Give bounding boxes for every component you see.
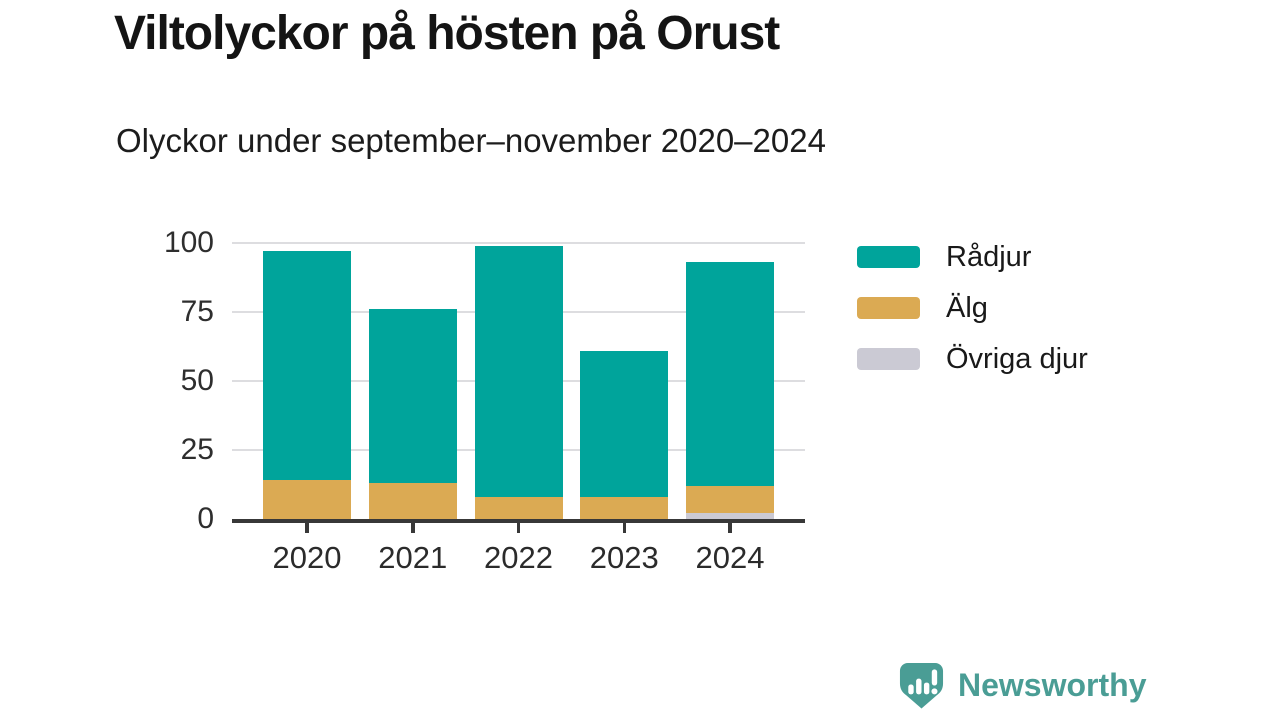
gridline-100 [232, 242, 805, 244]
bar-segment [368, 309, 457, 484]
bar-segment [686, 513, 774, 519]
bar-segment [580, 496, 669, 519]
x-tick [728, 523, 732, 533]
newsworthy-logo-icon [899, 662, 944, 709]
legend-label: Älg [946, 291, 988, 324]
x-tick-label: 2021 [378, 540, 448, 575]
bar-segment [686, 262, 774, 486]
bar-2023 [580, 350, 669, 519]
bar-segment [474, 245, 563, 497]
x-tick [622, 523, 626, 533]
bar-2020 [263, 251, 351, 519]
legend-item: Älg [857, 292, 1088, 324]
x-tick-label: 2020 [272, 540, 342, 575]
x-tick [516, 523, 521, 533]
x-tick [305, 523, 309, 533]
y-tick-label: 25 [180, 433, 214, 466]
legend-item: Rådjur [857, 241, 1088, 273]
bar-segment [263, 480, 351, 519]
plot-area: 2020 2021 2022 2023 2024 [232, 242, 805, 575]
legend: Rådjur Älg Övriga djur [857, 241, 1088, 399]
y-tick-label: 75 [180, 295, 214, 328]
newsworthy-logo-link[interactable]: Newsworthy [898, 661, 1146, 710]
legend-swatch [857, 246, 920, 268]
x-tick-label: 2022 [484, 540, 553, 575]
legend-label: Rådjur [946, 240, 1032, 273]
bar-segment [580, 350, 669, 497]
bar-segment [686, 485, 774, 514]
x-tick-label: 2024 [695, 540, 765, 575]
y-tick-label: 100 [163, 226, 214, 259]
x-tick [411, 523, 415, 533]
bar-2021 [368, 309, 457, 519]
legend-item: Övriga djur [857, 343, 1088, 375]
chart-title: Viltolyckor på hösten på Orust [114, 7, 780, 60]
bar-2022 [474, 245, 563, 519]
bar-2024 [686, 262, 774, 519]
bar-segment [368, 483, 457, 519]
chart-subtitle: Olyckor under september–november 2020–20… [116, 122, 826, 159]
y-tick-label: 50 [180, 364, 214, 397]
bar-segment [263, 251, 351, 481]
y-tick-label: 0 [197, 502, 214, 535]
legend-swatch [857, 348, 920, 370]
newsworthy-logo-text: Newsworthy [958, 667, 1147, 703]
legend-label: Övriga djur [946, 342, 1088, 375]
legend-swatch [857, 297, 920, 319]
x-tick-label: 2023 [589, 540, 659, 575]
bar-segment [474, 496, 563, 519]
y-axis: 0 25 50 75 100 [100, 226, 214, 535]
